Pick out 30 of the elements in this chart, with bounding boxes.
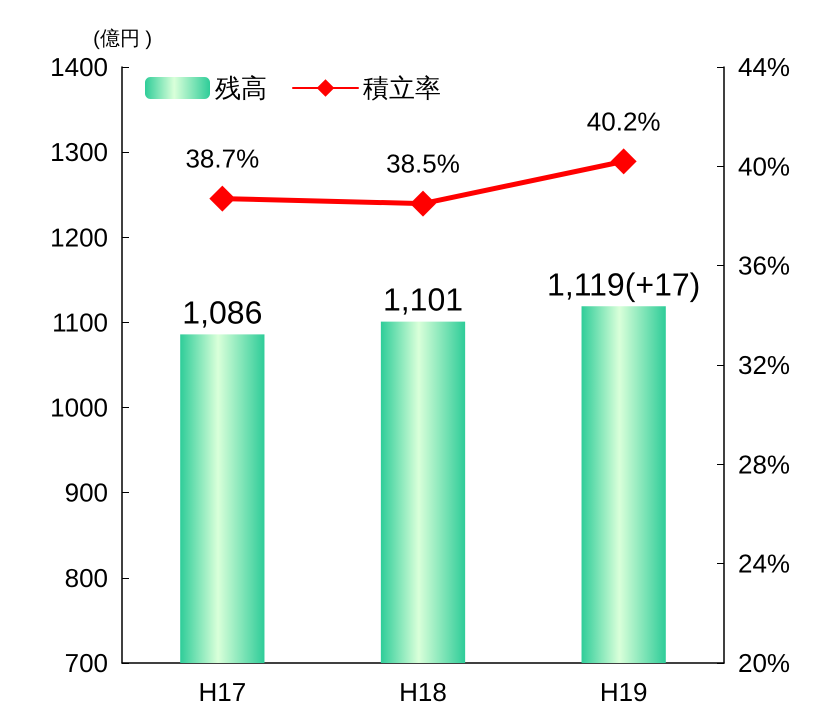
x-tick-label: H19 [600, 677, 648, 707]
y-tick-label: 800 [64, 562, 108, 593]
y-tick-label: 700 [64, 648, 108, 678]
legend-label: 残高 [215, 73, 267, 103]
data-label: 1,119(+17) [547, 266, 700, 302]
data-label: 38.5% [386, 148, 460, 179]
point [610, 148, 637, 174]
point [410, 190, 436, 217]
y-tick-label: 1400 [50, 52, 108, 82]
y2-tick-label: 36% [738, 250, 790, 281]
y-tick-label: 900 [64, 478, 108, 508]
legend-label: 積立率 [363, 73, 441, 103]
y-tick-label: 1000 [50, 392, 108, 423]
data-label: 40.2% [586, 106, 661, 136]
y2-tick-label: 32% [738, 350, 790, 380]
y-axis-title: (億円 ) [93, 28, 152, 50]
data-label: 38.7% [185, 144, 260, 174]
y2-tick-label: 44% [738, 52, 790, 82]
y2-tick-label: 40% [738, 151, 790, 182]
x-tick-label: H18 [399, 677, 447, 707]
y-tick-label: 1100 [52, 307, 108, 338]
point [209, 186, 236, 212]
data-label: 1,086 [182, 294, 262, 330]
y2-tick-label: 24% [738, 548, 790, 579]
y2-tick-label: 20% [738, 648, 790, 678]
y2-tick-label: 28% [738, 449, 790, 480]
data-label: 1,101 [382, 282, 464, 318]
x-tick-label: H17 [198, 677, 246, 707]
y-tick-label: 1200 [50, 222, 108, 252]
y-tick-label: 1300 [50, 137, 108, 168]
